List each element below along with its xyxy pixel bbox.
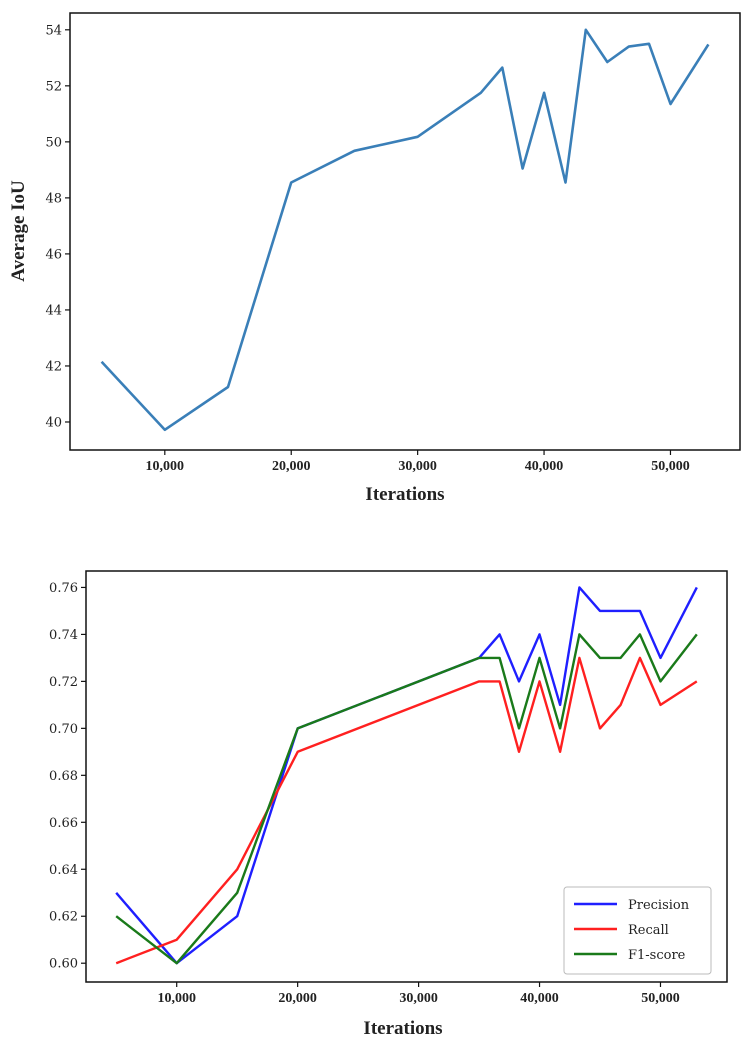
metrics-y-tick-label: 0.72 — [49, 675, 78, 690]
iou-y-axis-title: Average IoU — [8, 180, 29, 282]
metrics-x-tick-label: 30,000 — [399, 991, 438, 1006]
legend-label-f1-score: F1-score — [628, 948, 686, 963]
metrics-x-tick-label: 20,000 — [278, 991, 317, 1006]
iou-y-tick-label: 48 — [45, 191, 62, 206]
iou-y-tick-label: 54 — [45, 23, 62, 38]
iou-y-tick-label: 40 — [45, 415, 62, 430]
metrics-y-tick-label: 0.66 — [49, 816, 78, 831]
iou-y-tick-label: 50 — [45, 135, 62, 150]
metrics-x-tick-label: 40,000 — [520, 991, 559, 1006]
metrics-x-tick-label: 50,000 — [641, 991, 680, 1006]
legend-label-precision: Precision — [628, 898, 690, 913]
iou-x-tick-label: 10,000 — [146, 459, 185, 474]
iou-x-axis-title: Iterations — [365, 484, 444, 505]
metrics-x-axis-title: Iterations — [363, 1018, 442, 1039]
metrics-plot-frame — [85, 570, 728, 983]
metrics-y-tick-label: 0.74 — [49, 628, 78, 643]
legend-box — [563, 886, 712, 975]
metrics-x-tick-label: 10,000 — [157, 991, 196, 1006]
metrics-y-tick-label: 0.60 — [49, 957, 78, 972]
series-line-f1-score — [115, 633, 698, 965]
series-line-average-iou — [100, 28, 710, 432]
metrics-y-tick-label: 0.76 — [49, 581, 78, 596]
series-line-recall — [115, 656, 698, 965]
iou-chart: 10,000 20,000 30,000 40,000 50,000 40 42 44 46 4… — [8, 12, 741, 505]
iou-x-tick-label: 50,000 — [651, 459, 690, 474]
iou-y-tick-label: 44 — [45, 303, 62, 318]
iou-y-tick-label: 46 — [45, 247, 62, 262]
iou-x-tick-label: 30,000 — [398, 459, 437, 474]
iou-plot-frame — [69, 12, 741, 451]
iou-y-tick-label: 42 — [45, 359, 62, 374]
metrics-legend: Precision Recall F1-score — [563, 886, 712, 975]
legend-label-recall: Recall — [628, 923, 669, 938]
metrics-y-tick-label: 0.64 — [49, 863, 78, 878]
metrics-y-tick-label: 0.68 — [49, 769, 78, 784]
series-line-precision — [115, 586, 698, 965]
metrics-y-tick-label: 0.62 — [49, 910, 78, 925]
iou-x-tick-label: 40,000 — [525, 459, 564, 474]
metrics-y-tick-label: 0.70 — [49, 722, 78, 737]
iou-x-tick-label: 20,000 — [272, 459, 311, 474]
iou-y-tick-label: 52 — [45, 79, 62, 94]
metrics-chart: 10,000 20,000 30,000 40,000 50,000 0.60 0.62 0… — [49, 570, 728, 1039]
